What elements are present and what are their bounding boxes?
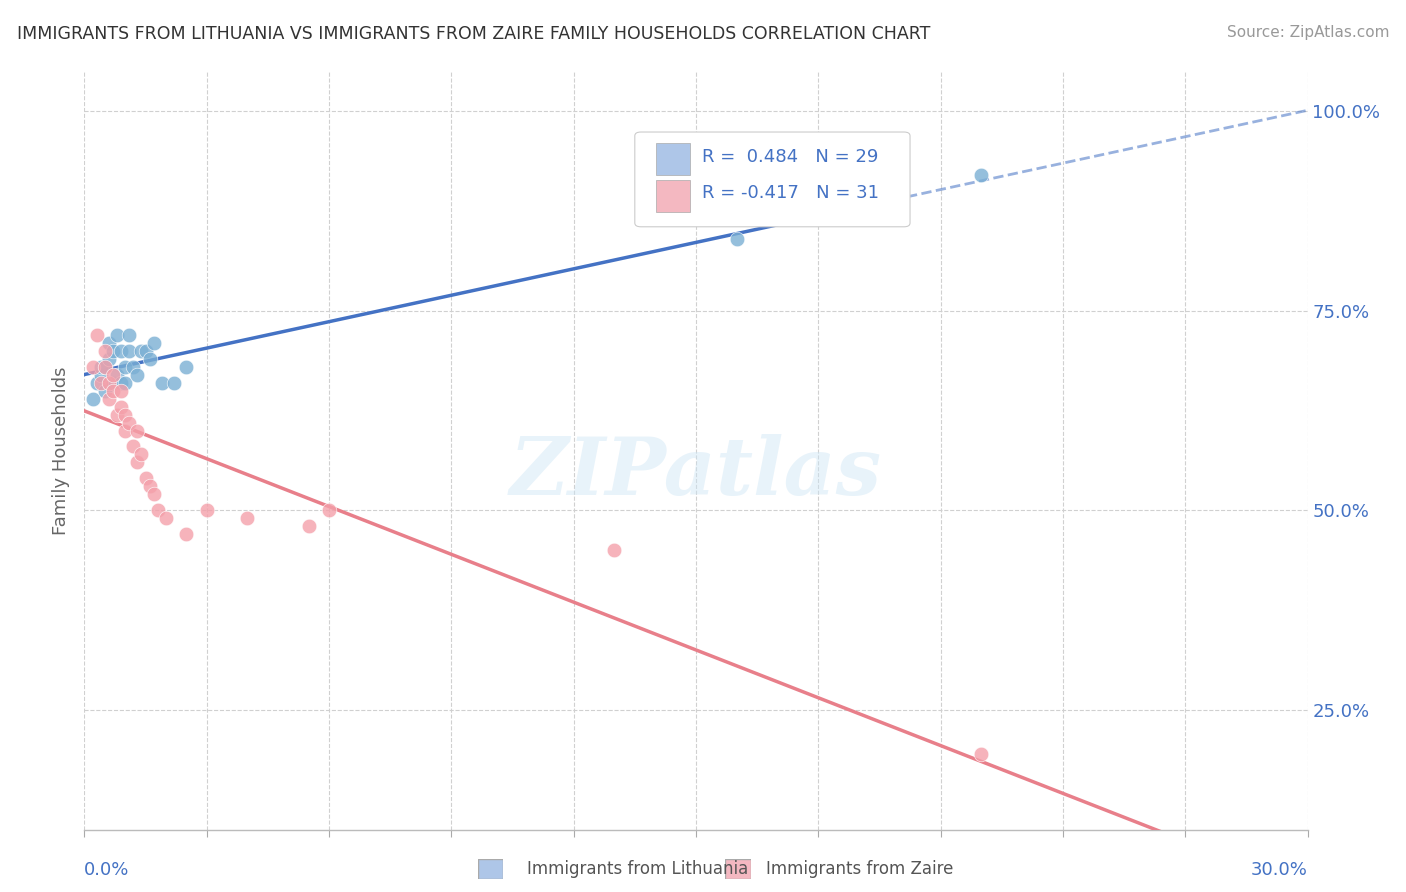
Point — [114, 359, 136, 374]
FancyBboxPatch shape — [636, 132, 910, 227]
Point — [90, 368, 112, 382]
Point — [127, 424, 149, 438]
Point — [101, 343, 124, 358]
Point — [195, 503, 218, 517]
Point — [236, 511, 259, 525]
Point — [163, 376, 186, 390]
Text: Immigrants from Lithuania: Immigrants from Lithuania — [527, 860, 748, 878]
Point — [110, 343, 132, 358]
Point — [86, 376, 108, 390]
Point — [155, 511, 177, 525]
Point — [298, 519, 321, 533]
Text: Immigrants from Zaire: Immigrants from Zaire — [766, 860, 953, 878]
Point — [135, 471, 157, 485]
Point — [725, 232, 748, 246]
Point — [127, 368, 149, 382]
Point — [118, 327, 141, 342]
Point — [93, 384, 115, 398]
Point — [142, 487, 165, 501]
Point — [174, 527, 197, 541]
Bar — [655, 144, 690, 175]
Point — [146, 503, 169, 517]
Text: R =  0.484   N = 29: R = 0.484 N = 29 — [702, 148, 879, 166]
Point — [138, 351, 160, 366]
Point — [150, 376, 173, 390]
Y-axis label: Family Households: Family Households — [52, 367, 70, 534]
Point — [110, 384, 132, 398]
Point — [135, 343, 157, 358]
Point — [86, 327, 108, 342]
Point — [105, 368, 128, 382]
Text: Source: ZipAtlas.com: Source: ZipAtlas.com — [1226, 25, 1389, 40]
Point — [114, 376, 136, 390]
Point — [97, 351, 120, 366]
Point — [131, 447, 153, 461]
Point — [114, 408, 136, 422]
Point — [174, 359, 197, 374]
Point — [97, 335, 120, 350]
Point — [97, 376, 120, 390]
Text: IMMIGRANTS FROM LITHUANIA VS IMMIGRANTS FROM ZAIRE FAMILY HOUSEHOLDS CORRELATION: IMMIGRANTS FROM LITHUANIA VS IMMIGRANTS … — [17, 25, 931, 43]
Text: 30.0%: 30.0% — [1251, 862, 1308, 880]
Point — [110, 376, 132, 390]
Point — [142, 335, 165, 350]
Point — [82, 359, 104, 374]
Point — [93, 359, 115, 374]
Point — [122, 440, 145, 454]
Point — [122, 359, 145, 374]
Text: ZIPatlas: ZIPatlas — [510, 434, 882, 512]
Point — [118, 343, 141, 358]
Point — [138, 479, 160, 493]
Point — [97, 392, 120, 406]
Point — [318, 503, 340, 517]
Bar — [655, 180, 690, 211]
Point — [101, 376, 124, 390]
Point — [110, 400, 132, 414]
Point — [114, 424, 136, 438]
Point — [90, 376, 112, 390]
Point — [101, 384, 124, 398]
Point — [970, 747, 993, 761]
Point — [118, 416, 141, 430]
Point — [131, 343, 153, 358]
Point — [93, 343, 115, 358]
Point — [127, 455, 149, 469]
Point — [90, 359, 112, 374]
Text: R = -0.417   N = 31: R = -0.417 N = 31 — [702, 185, 879, 202]
Point — [101, 368, 124, 382]
Point — [105, 408, 128, 422]
Point — [93, 359, 115, 374]
Point — [970, 168, 993, 182]
Point — [105, 327, 128, 342]
Point — [82, 392, 104, 406]
Text: 0.0%: 0.0% — [84, 862, 129, 880]
Point — [603, 543, 626, 558]
